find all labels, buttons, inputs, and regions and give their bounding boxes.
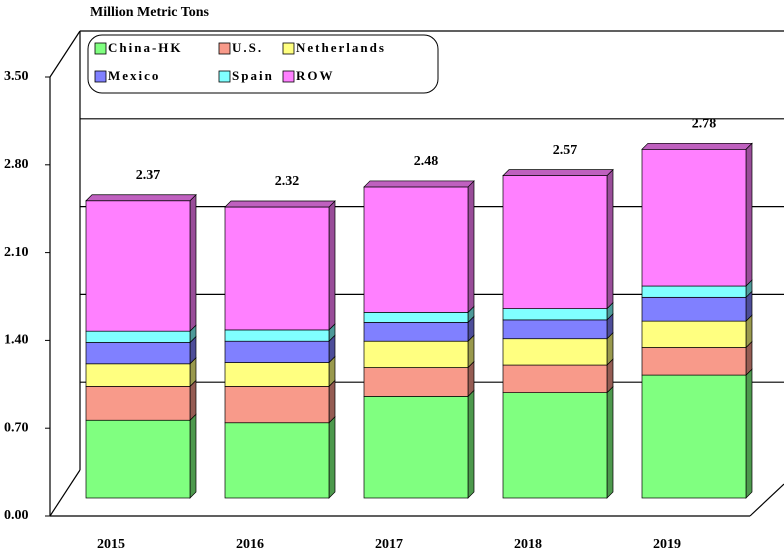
floor-edge	[749, 483, 784, 517]
legend-swatch	[94, 42, 107, 55]
bar-side	[189, 413, 197, 499]
bar-side	[745, 368, 753, 499]
y-tick-label: 1.40	[4, 333, 29, 348]
bar-segment	[224, 340, 330, 363]
bar-segment	[363, 312, 469, 323]
bar-top	[85, 194, 197, 202]
y-tick-label: 0.00	[4, 508, 29, 523]
bar-segment	[502, 364, 608, 393]
y-tick-label: 2.80	[4, 157, 29, 172]
bar-segment	[641, 347, 747, 376]
legend-label: China-HK	[108, 40, 183, 55]
bar-segment	[85, 419, 191, 499]
legend-box	[87, 34, 439, 94]
bar-side	[189, 193, 197, 333]
bar-top	[363, 180, 475, 188]
legend-label: Mexico	[108, 68, 160, 83]
legend-label: Netherlands	[296, 40, 386, 55]
bar-segment	[85, 342, 191, 365]
bar-segment	[363, 367, 469, 397]
total-label: 2.32	[275, 174, 300, 189]
bar-top	[502, 169, 614, 176]
bar-segment	[224, 329, 330, 342]
bar-segment	[641, 148, 747, 287]
total-label: 2.78	[692, 117, 717, 132]
bar-side	[328, 379, 336, 424]
bar-top	[224, 200, 336, 208]
bar-segment	[224, 386, 330, 424]
bar-side	[467, 389, 475, 499]
bar-side	[606, 385, 614, 499]
x-tick-label: 2017	[375, 537, 403, 552]
bar-segment	[224, 362, 330, 387]
y-axis-label: Million Metric Tons	[90, 5, 210, 20]
bar-side	[328, 200, 336, 331]
bar-segment	[641, 320, 747, 348]
bar-segment	[502, 319, 608, 340]
bar-segment	[363, 186, 469, 313]
bar-segment	[641, 296, 747, 322]
y-tick-label: 2.10	[4, 245, 29, 260]
total-label: 2.48	[414, 154, 439, 169]
bar-segment	[363, 396, 469, 499]
bar-top	[641, 142, 753, 150]
x-tick-label: 2019	[653, 537, 681, 552]
bar-side	[467, 180, 475, 314]
bar-segment	[224, 422, 330, 499]
y-tick-label: 3.50	[4, 69, 29, 84]
legend-swatch	[218, 42, 231, 55]
bar-segment	[502, 338, 608, 366]
legend-label: Spain	[232, 68, 274, 83]
x-tick-label: 2018	[514, 537, 542, 552]
total-label: 2.37	[136, 168, 161, 183]
bar-segment	[502, 392, 608, 499]
bar-segment	[363, 322, 469, 342]
wall-edge	[49, 30, 81, 78]
bar-segment	[85, 330, 191, 343]
legend-swatch	[282, 42, 295, 55]
bar-side	[189, 379, 197, 422]
y-tick-label: 0.70	[4, 420, 29, 435]
floor-edge	[49, 469, 81, 517]
bar-side	[328, 415, 336, 499]
bar-segment	[641, 374, 747, 499]
bar-segment	[224, 206, 330, 331]
legend-swatch	[282, 70, 295, 83]
bar-segment	[363, 340, 469, 368]
legend-label: U.S.	[232, 40, 263, 55]
bar-segment	[502, 175, 608, 309]
bar-side	[745, 142, 753, 287]
total-label: 2.57	[553, 143, 578, 158]
x-tick-label: 2015	[97, 537, 125, 552]
bar-segment	[85, 200, 191, 332]
legend-swatch	[94, 70, 107, 83]
legend-label: ROW	[296, 68, 335, 83]
bar-segment	[85, 386, 191, 421]
frame	[49, 30, 784, 517]
legend-swatch	[218, 70, 231, 83]
bar-segment	[502, 308, 608, 321]
bar-side	[606, 168, 614, 310]
x-tick-label: 2016	[236, 537, 264, 552]
bar-segment	[641, 285, 747, 298]
bar-segment	[85, 363, 191, 387]
